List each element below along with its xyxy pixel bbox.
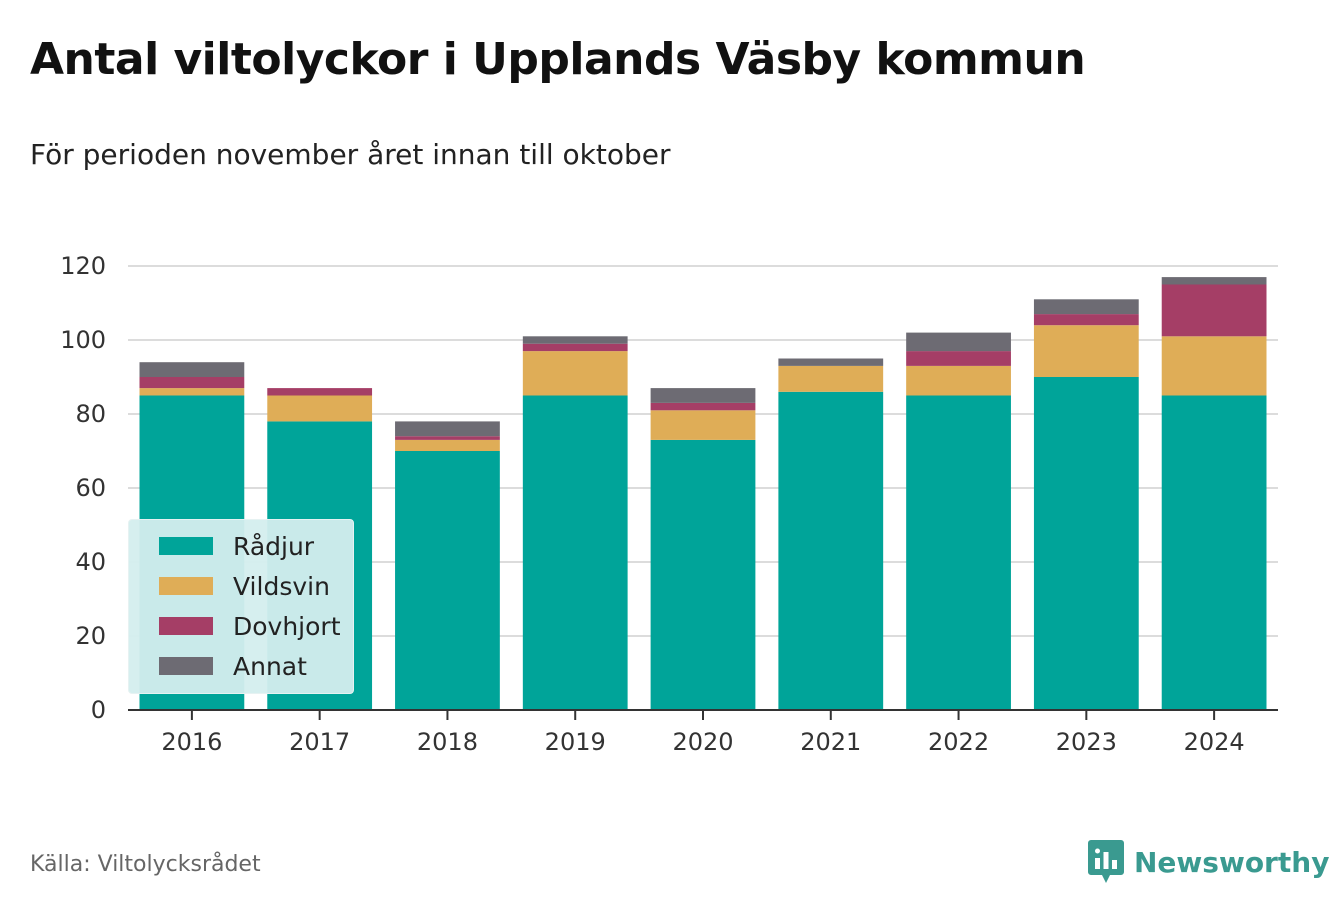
- bar-segment: [395, 436, 500, 440]
- legend-item-radjur: Rådjur: [159, 530, 314, 562]
- x-tick-label: 2023: [1056, 728, 1117, 756]
- x-tick-label: 2016: [161, 728, 222, 756]
- x-tick-label: 2018: [417, 728, 478, 756]
- chart-legend: Rådjur Vildsvin Dovhjort Annat: [128, 519, 354, 694]
- bar-segment: [778, 391, 884, 710]
- bar-segment: [139, 388, 245, 396]
- bar-segment: [139, 377, 245, 389]
- bar-segment: [1161, 336, 1267, 396]
- y-tick-label: 40: [75, 548, 106, 576]
- bar-segment: [522, 395, 628, 710]
- y-tick-label: 0: [91, 696, 106, 724]
- bar-segment: [522, 343, 628, 352]
- bar-segment: [1161, 284, 1267, 337]
- bar-segment: [139, 362, 245, 377]
- bar-segment: [906, 332, 1011, 352]
- legend-label: Vildsvin: [233, 571, 330, 601]
- newsworthy-logo-icon: [1088, 840, 1124, 883]
- bar-segment: [1033, 299, 1139, 315]
- legend-item-vildsvin: Vildsvin: [159, 570, 330, 602]
- bar-segment: [650, 439, 756, 710]
- bar-segment: [778, 365, 884, 392]
- x-tick-label: 2024: [1184, 728, 1245, 756]
- x-tick-label: 2022: [928, 728, 989, 756]
- bar-segment: [1033, 377, 1139, 710]
- y-tick-label: 100: [60, 326, 106, 354]
- chart-subtitle: För perioden november året innan till ok…: [30, 138, 671, 171]
- bar-segment: [906, 351, 1011, 366]
- x-tick-label: 2020: [672, 728, 733, 756]
- legend-swatch: [159, 577, 213, 595]
- legend-item-dovhjort: Dovhjort: [159, 610, 341, 642]
- brand-logo: Newsworthy: [1088, 840, 1329, 884]
- legend-swatch: [159, 657, 213, 675]
- legend-swatch: [159, 617, 213, 635]
- y-tick-label: 60: [75, 474, 106, 502]
- legend-swatch: [159, 537, 213, 555]
- bar-segment: [1033, 325, 1139, 377]
- bar-segment: [778, 358, 884, 366]
- legend-label: Rådjur: [233, 531, 315, 561]
- x-tick-label: 2019: [545, 728, 606, 756]
- x-tick-label: 2017: [289, 728, 350, 756]
- y-tick-label: 80: [75, 400, 106, 428]
- brand-name: Newsworthy: [1134, 845, 1330, 879]
- bar-segment: [650, 402, 756, 411]
- bar-segment: [395, 439, 500, 451]
- bar-segment: [267, 388, 373, 396]
- source-note: Källa: Viltolycksrådet: [30, 852, 261, 877]
- bar-segment: [395, 421, 500, 437]
- bar-segment: [650, 388, 756, 403]
- bar-segment: [267, 395, 373, 422]
- bar-segment: [1161, 277, 1267, 285]
- bar-segment: [522, 351, 628, 396]
- y-tick-label: 20: [75, 622, 106, 650]
- chart-title: Antal viltolyckor i Upplands Väsby kommu…: [30, 34, 1086, 85]
- bar-segment: [650, 410, 756, 440]
- y-tick-label: 120: [60, 252, 106, 280]
- bar-segment: [906, 395, 1011, 710]
- bar-segment: [1161, 395, 1267, 710]
- legend-label: Annat: [233, 651, 307, 681]
- bar-segment: [522, 336, 628, 344]
- bar-segment: [395, 451, 500, 710]
- bar-segment: [1033, 314, 1139, 326]
- x-tick-label: 2021: [800, 728, 861, 756]
- legend-label: Dovhjort: [233, 611, 341, 641]
- legend-item-annat: Annat: [159, 650, 307, 682]
- bar-segment: [906, 365, 1011, 396]
